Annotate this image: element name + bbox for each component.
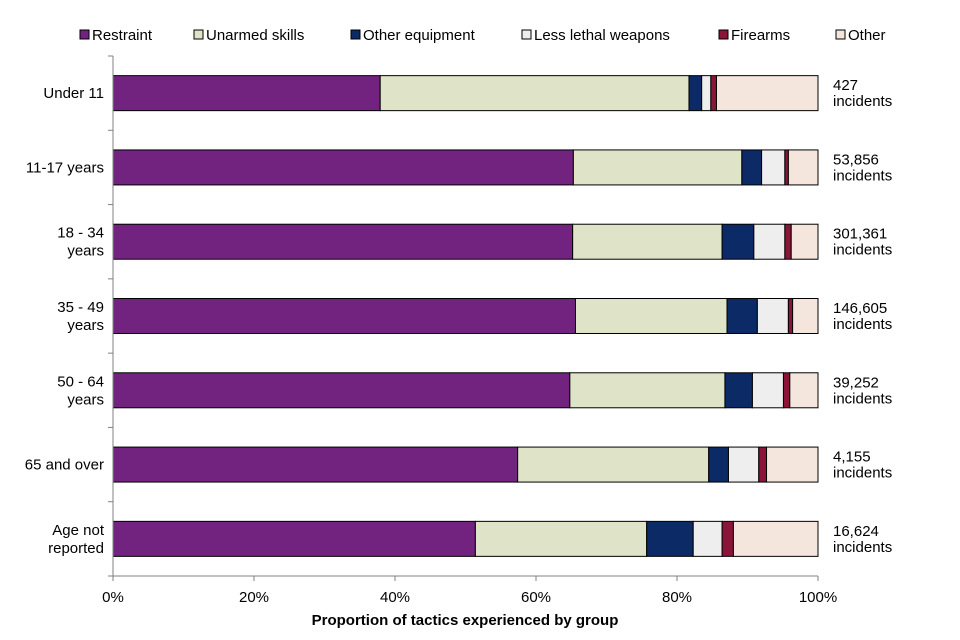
bar-restraint-1 — [112, 149, 574, 186]
bar-other-3 — [792, 298, 819, 334]
bar-other-equipment-4 — [724, 372, 753, 409]
x-tick-label: 60% — [521, 589, 551, 606]
bar-unarmed-skills-1 — [572, 149, 743, 186]
category-label: 35 - 49 years — [57, 299, 104, 334]
bar-unarmed-skills-6 — [474, 520, 648, 557]
bar-restraint-0 — [112, 75, 381, 112]
legend-swatch-restraint — [79, 29, 90, 40]
x-tick-label: 20% — [239, 589, 269, 606]
bar-other-equipment-1 — [741, 149, 763, 186]
axes: 0% 20% 40% 60% 80% 100% — [102, 55, 837, 606]
bar-firearms-1 — [784, 149, 789, 186]
incident-count-label: 4,155 incidents — [833, 449, 892, 482]
bar-other-4 — [789, 372, 819, 409]
bar-firearms-6 — [721, 520, 734, 557]
legend-label-other-equipment: Other equipment — [363, 27, 476, 44]
legend-label-firearms: Firearms — [731, 27, 790, 44]
incident-count-label: 146,605 incidents — [833, 300, 892, 333]
bar-other-equipment-5 — [708, 446, 729, 483]
bar-other-equipment-3 — [726, 298, 758, 334]
legend-swatch-other — [835, 29, 846, 40]
bar-less-lethal-weapons-4 — [751, 372, 784, 409]
bar-other-5 — [766, 446, 819, 483]
bar-firearms-4 — [782, 372, 791, 409]
bar-restraint-6 — [112, 520, 476, 557]
bar-restraint-2 — [112, 223, 574, 260]
incident-count-label: 301,361 incidents — [833, 226, 892, 259]
bar-unarmed-skills-0 — [379, 75, 690, 112]
legend-label-unarmed-skills: Unarmed skills — [206, 27, 304, 44]
incident-count-label: 39,252 incidents — [833, 374, 892, 407]
category-label: 11-17 years — [26, 159, 104, 176]
bar-less-lethal-weapons-1 — [761, 149, 786, 186]
x-axis-title: Proportion of tactics experienced by gro… — [312, 612, 619, 629]
x-tick-label: 100% — [799, 589, 837, 606]
bar-firearms-5 — [758, 446, 768, 483]
category-labels: Under 11 11-17 years 18 - 34 years 35 - 49 ye… — [25, 85, 105, 557]
legend-label-other: Other — [848, 27, 886, 44]
bar-less-lethal-weapons-5 — [727, 446, 760, 483]
legend-swatch-firearms — [718, 29, 729, 40]
category-label: Under 11 — [43, 85, 104, 102]
bar-less-lethal-weapons-2 — [753, 223, 786, 260]
bar-less-lethal-weapons-0 — [701, 75, 712, 112]
bar-restraint-3 — [112, 298, 576, 334]
legend: Restraint Unarmed skills Other equipment Le… — [79, 27, 886, 44]
bar-other-equipment-2 — [721, 223, 755, 260]
bar-unarmed-skills-4 — [569, 372, 726, 409]
legend-label-restraint: Restraint — [92, 27, 153, 44]
category-label: 65 and over — [25, 457, 104, 474]
category-label: Age not reported — [48, 522, 105, 557]
bar-other-equipment-0 — [688, 75, 703, 112]
bar-other-1 — [787, 149, 819, 186]
bar-firearms-2 — [784, 223, 792, 260]
incident-annotations: 427 incidents 53,856 incidents 301,361 incide… — [833, 77, 892, 556]
incident-count-label: 427 incidents — [833, 77, 892, 110]
bar-other-0 — [715, 75, 819, 112]
legend-label-less-lethal-weapons: Less lethal weapons — [534, 27, 670, 44]
bars — [112, 75, 819, 557]
legend-swatch-unarmed-skills — [193, 29, 204, 40]
bar-other-2 — [790, 223, 819, 260]
bar-firearms-3 — [787, 298, 794, 334]
bar-unarmed-skills-2 — [572, 223, 723, 260]
category-label: 50 - 64 years — [57, 373, 104, 408]
bar-restraint-4 — [112, 372, 571, 409]
x-tick-label: 80% — [662, 589, 692, 606]
x-tick-label: 40% — [380, 589, 410, 606]
bar-other-6 — [732, 520, 819, 557]
bar-less-lethal-weapons-3 — [756, 298, 789, 334]
incident-count-label: 16,624 incidents — [833, 523, 892, 556]
bar-other-equipment-6 — [646, 520, 694, 557]
incident-count-label: 53,856 incidents — [833, 151, 892, 184]
x-tick-label: 0% — [102, 589, 124, 606]
bar-less-lethal-weapons-6 — [692, 520, 723, 557]
category-label: 18 - 34 years — [57, 225, 104, 260]
bar-restraint-5 — [112, 446, 519, 483]
bar-unarmed-skills-5 — [517, 446, 710, 483]
legend-swatch-other-equipment — [350, 29, 361, 40]
legend-swatch-less-lethal-weapons — [521, 29, 532, 40]
bar-firearms-0 — [710, 75, 717, 112]
bar-unarmed-skills-3 — [574, 298, 728, 334]
